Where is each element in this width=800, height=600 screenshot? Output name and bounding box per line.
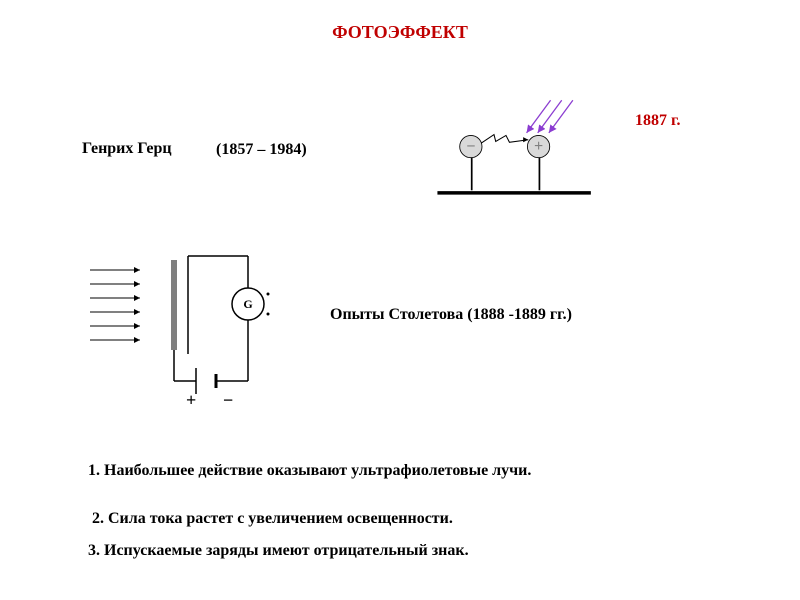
hertz-name: Генрих Герц (82, 140, 172, 158)
svg-text:−: − (223, 390, 233, 410)
svg-text:−: − (466, 138, 475, 155)
svg-text:+: + (186, 390, 196, 410)
stoletov-diagram: G + − (88, 254, 308, 424)
point-3: 3. Испускаемые заряды имеют отрицательны… (88, 542, 469, 560)
hertz-dates: (1857 – 1984) (216, 141, 307, 159)
hertz-year: 1887 г. (635, 112, 680, 130)
point-1: 1. Наибольшее действие оказывают ультраф… (88, 462, 531, 480)
hertz-diagram: −+ (418, 90, 618, 210)
page-title: ФОТОЭФФЕКТ (0, 22, 800, 43)
svg-text:+: + (534, 138, 543, 155)
stoletov-label: Опыты Столетова (1888 -1889 гг.) (330, 306, 572, 324)
point-2: 2. Сила тока растет с увеличением освеще… (92, 510, 453, 528)
svg-text:G: G (243, 297, 252, 311)
